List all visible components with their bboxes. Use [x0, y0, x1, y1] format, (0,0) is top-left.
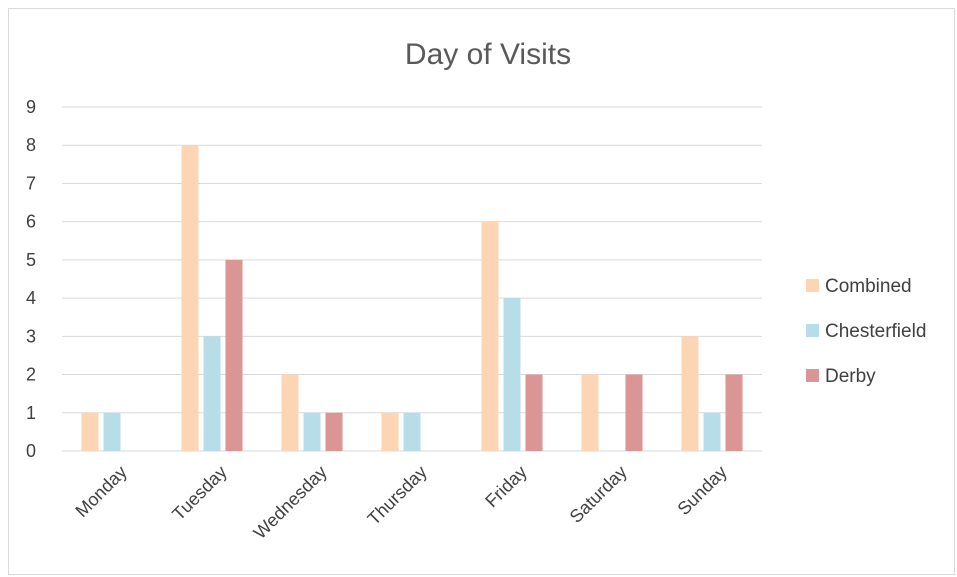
x-axis-ticks: Monday Tuesday Wednesday Thursday Friday Satu… — [71, 462, 730, 543]
bar-combined-monday — [81, 412, 99, 451]
legend-label: Combined — [825, 276, 912, 297]
legend-label: Chesterfield — [825, 321, 926, 342]
x-tick-label: Monday — [71, 462, 130, 521]
bar-combined-wednesday — [281, 374, 299, 451]
x-tick-label: Friday — [481, 462, 531, 512]
bar-chesterfield-friday — [503, 298, 521, 451]
bar-derby-wednesday — [325, 412, 343, 451]
bar-chesterfield-thursday — [403, 412, 421, 451]
y-tick-label: 6 — [26, 212, 36, 232]
legend-label: Derby — [825, 366, 876, 387]
x-tick-label: Tuesday — [168, 462, 230, 524]
x-tick-label: Saturday — [566, 462, 631, 527]
bar-combined-saturday — [581, 374, 599, 451]
bar-derby-friday — [525, 374, 543, 451]
y-tick-label: 4 — [26, 288, 36, 308]
bar-combined-friday — [481, 221, 499, 451]
y-tick-label: 7 — [26, 173, 36, 193]
legend-swatch — [806, 369, 819, 382]
bar-combined-tuesday — [181, 145, 199, 451]
x-tick-label: Sunday — [674, 462, 731, 519]
y-tick-label: 3 — [26, 326, 36, 346]
bar-combined-sunday — [681, 336, 699, 451]
bar-derby-saturday — [625, 374, 643, 451]
bar-chesterfield-monday — [103, 412, 121, 451]
y-axis-ticks: 0 1 2 3 4 5 6 7 8 9 — [26, 97, 36, 461]
x-tick-label: Wednesday — [250, 462, 331, 543]
bar-chesterfield-sunday — [703, 412, 721, 451]
bars — [81, 145, 743, 451]
y-tick-label: 0 — [26, 441, 36, 461]
y-tick-label: 9 — [26, 97, 36, 117]
bar-chesterfield-wednesday — [303, 412, 321, 451]
legend-swatch — [806, 279, 819, 292]
y-tick-label: 5 — [26, 250, 36, 270]
chart-title: Day of Visits — [405, 38, 571, 71]
legend: Combined Chesterfield Derby — [806, 276, 926, 387]
bar-chesterfield-tuesday — [203, 336, 221, 451]
y-tick-label: 2 — [26, 365, 36, 385]
x-tick-label: Thursday — [364, 462, 431, 529]
y-tick-label: 8 — [26, 135, 36, 155]
gridlines — [62, 106, 762, 452]
bar-derby-tuesday — [225, 259, 243, 451]
y-tick-label: 1 — [26, 403, 36, 423]
legend-swatch — [806, 324, 819, 337]
bar-derby-sunday — [725, 374, 743, 451]
bar-combined-thursday — [381, 412, 399, 451]
